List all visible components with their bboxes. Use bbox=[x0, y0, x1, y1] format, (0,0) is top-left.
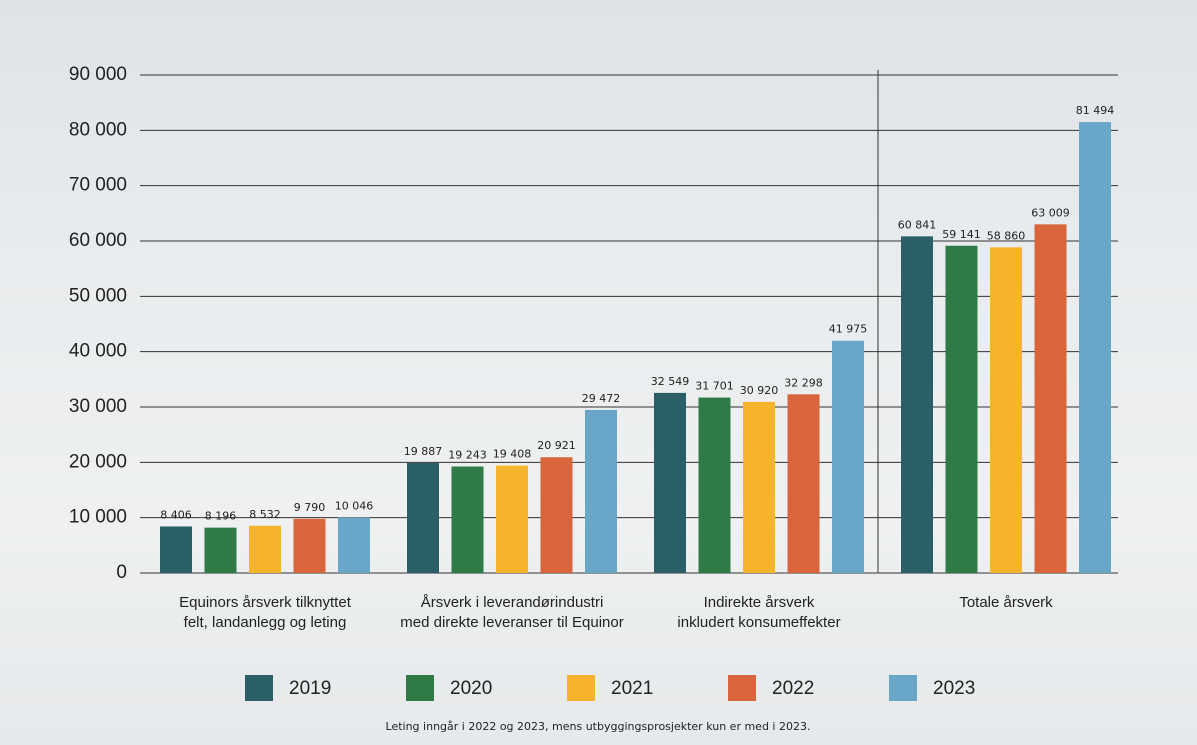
value-label: 29 472 bbox=[582, 392, 621, 405]
bar bbox=[540, 457, 573, 573]
bar bbox=[204, 527, 237, 573]
bar bbox=[990, 247, 1022, 574]
y-tick-label: 90 000 bbox=[69, 64, 127, 85]
value-label: 9 790 bbox=[294, 501, 326, 514]
value-label: 8 196 bbox=[205, 510, 237, 523]
value-label: 10 046 bbox=[335, 499, 374, 512]
y-tick-label: 30 000 bbox=[69, 396, 127, 417]
value-label: 63 009 bbox=[1031, 206, 1070, 219]
bar bbox=[901, 236, 933, 573]
y-tick-label: 10 000 bbox=[69, 507, 127, 528]
bar bbox=[451, 466, 484, 573]
bar bbox=[585, 409, 617, 573]
value-label: 59 141 bbox=[942, 228, 981, 241]
y-tick-label: 80 000 bbox=[69, 119, 127, 140]
value-label: 60 841 bbox=[898, 218, 937, 231]
bar bbox=[654, 392, 686, 573]
y-tick-label: 40 000 bbox=[69, 341, 127, 362]
legend-label: 2021 bbox=[611, 678, 653, 699]
value-label: 81 494 bbox=[1076, 104, 1115, 117]
legend-swatch bbox=[728, 675, 756, 701]
legend-swatch bbox=[245, 675, 273, 701]
y-tick-label: 60 000 bbox=[69, 230, 127, 251]
value-label: 20 921 bbox=[537, 439, 576, 452]
value-label: 32 298 bbox=[784, 376, 823, 389]
x-tick-label: Indirekte årsverk inkludert konsumeffekt… bbox=[677, 594, 841, 631]
bar bbox=[743, 401, 775, 573]
value-label: 31 701 bbox=[695, 380, 734, 393]
legend-label: 2020 bbox=[450, 678, 492, 699]
value-label: 32 549 bbox=[651, 375, 690, 388]
bar bbox=[496, 465, 528, 573]
y-tick-label: 0 bbox=[116, 562, 127, 583]
bar bbox=[293, 518, 326, 573]
bar bbox=[1079, 122, 1111, 574]
value-label: 8 532 bbox=[249, 508, 281, 521]
bar bbox=[832, 340, 864, 573]
bar bbox=[249, 525, 281, 573]
value-label: 19 408 bbox=[493, 448, 532, 461]
y-tick-label: 50 000 bbox=[69, 285, 127, 306]
value-label: 41 975 bbox=[829, 323, 868, 336]
bar bbox=[160, 526, 192, 573]
x-tick-label: Equinors årsverk tilknyttet felt, landan… bbox=[179, 594, 351, 631]
x-tick-label: Totale årsverk bbox=[959, 594, 1053, 611]
y-tick-label: 70 000 bbox=[69, 175, 127, 196]
legend-label: 2019 bbox=[289, 678, 331, 699]
bar bbox=[787, 394, 820, 573]
x-tick-label: Årsverk i leverandørindustri med direkte… bbox=[400, 594, 624, 631]
footnote: Leting inngår i 2022 og 2023, mens utbyg… bbox=[386, 720, 811, 733]
value-label: 8 406 bbox=[160, 508, 192, 521]
legend-swatch bbox=[406, 675, 434, 701]
bar bbox=[338, 517, 370, 573]
bar bbox=[945, 245, 978, 574]
legend-swatch bbox=[889, 675, 917, 701]
value-label: 19 887 bbox=[404, 445, 443, 458]
bar bbox=[407, 462, 439, 573]
value-label: 19 243 bbox=[448, 449, 487, 462]
bar bbox=[1034, 224, 1067, 573]
bar bbox=[698, 397, 731, 573]
legend-swatch bbox=[567, 675, 595, 701]
value-label: 58 860 bbox=[987, 229, 1026, 242]
value-label: 30 920 bbox=[740, 384, 779, 397]
y-tick-label: 20 000 bbox=[69, 451, 127, 472]
legend-label: 2022 bbox=[772, 678, 814, 699]
legend-label: 2023 bbox=[933, 678, 975, 699]
